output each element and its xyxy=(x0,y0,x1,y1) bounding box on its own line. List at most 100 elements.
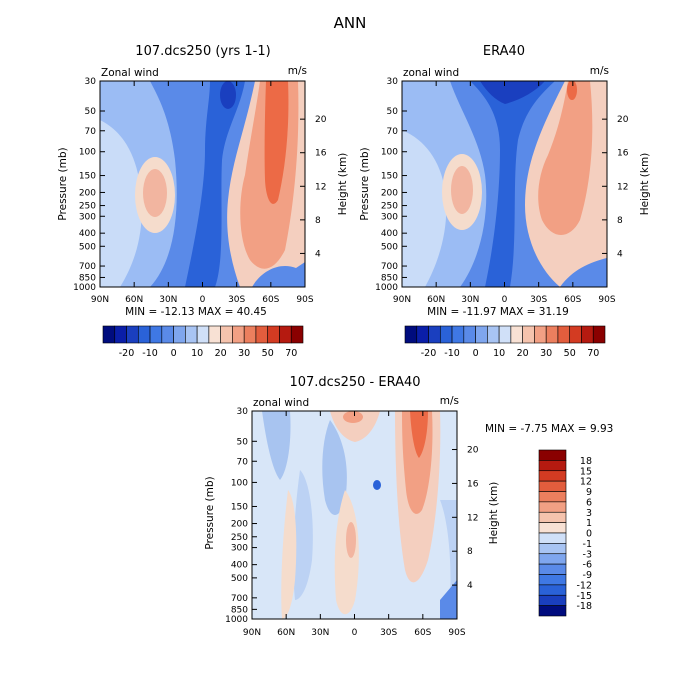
colorbar-swatch xyxy=(290,325,304,344)
colorbar-swatch xyxy=(267,325,280,344)
colorbar-swatch xyxy=(173,325,186,344)
band-surface-south xyxy=(560,258,607,287)
xtick-label: 90N xyxy=(243,628,261,638)
colorbar-label: 0 xyxy=(473,348,479,359)
panel-obs-ylabel: Pressure (mb) xyxy=(359,147,371,220)
colorbar-label: 0 xyxy=(171,348,177,359)
ptick-label: 70 xyxy=(85,127,97,137)
easterly-core xyxy=(220,81,236,109)
htick-label: 16 xyxy=(617,149,629,159)
band-pale-north xyxy=(402,130,447,287)
panel-diff-variable: zonal wind xyxy=(253,397,309,409)
ptick-label: 200 xyxy=(231,520,248,530)
htick-label: 20 xyxy=(315,115,327,125)
panel-obs: ERA40 zonal wind m/s 90N 60N 30N 0 30S 60S 90S… xyxy=(359,44,651,359)
colorbar-label: 1 xyxy=(586,518,592,529)
ptick-label: 250 xyxy=(231,533,248,543)
jet-south-core xyxy=(567,81,577,100)
colorbar-swatch xyxy=(498,325,512,344)
xtick-label: 60S xyxy=(414,628,431,638)
htick-label: 12 xyxy=(315,182,326,192)
ptick-label: 400 xyxy=(381,229,398,239)
colorbar-swatch xyxy=(416,325,429,344)
xtick-label: 90S xyxy=(296,295,313,305)
panel-model-ylabel-right: Height (km) xyxy=(337,153,349,216)
colorbar-label: -6 xyxy=(583,560,592,571)
htick-label: 4 xyxy=(315,249,321,259)
colorbar-label: 30 xyxy=(540,348,552,359)
colorbar-swatch xyxy=(185,325,198,344)
panel-obs-ylabel-right: Height (km) xyxy=(639,153,651,216)
colorbar-label: 15 xyxy=(580,466,592,477)
colorbar-label: 30 xyxy=(238,348,250,359)
colorbar-swatch xyxy=(463,325,476,344)
colorbar-swatch xyxy=(451,325,465,344)
colorbar-label: 50 xyxy=(262,348,274,359)
band-warm-strat-core xyxy=(343,411,363,423)
band-warm-strat xyxy=(330,411,380,442)
band-surface-south xyxy=(440,580,457,619)
panel-model-variable: Zonal wind xyxy=(101,67,159,79)
colorbar-label: 70 xyxy=(285,348,297,359)
colorbar-swatch xyxy=(592,325,606,344)
ptick-label: 50 xyxy=(387,107,399,117)
main-title: ANN xyxy=(334,14,367,32)
ptick-label: 30 xyxy=(85,77,97,87)
panel-model-minmax: MIN = -12.13 MAX = 40.45 xyxy=(125,306,267,318)
xtick-label: 90N xyxy=(393,295,411,305)
colorbar-label: -3 xyxy=(583,549,592,560)
panel-model-units: m/s xyxy=(288,65,307,77)
ptick-label: 700 xyxy=(381,262,398,272)
ptick-label: 500 xyxy=(381,242,398,252)
htick-label: 12 xyxy=(467,513,478,523)
ptick-label: 100 xyxy=(79,148,96,158)
ptick-label: 300 xyxy=(381,212,398,222)
tropical-core xyxy=(185,81,245,287)
colorbar-swatch xyxy=(538,553,567,565)
ptick-label: 250 xyxy=(79,202,96,212)
xtick-label: 30S xyxy=(380,628,397,638)
panel-diff-ylabel: Pressure (mb) xyxy=(204,476,216,549)
colorbar-swatch xyxy=(126,325,139,344)
ptick-label: 50 xyxy=(237,437,249,447)
panel-obs-minmax: MIN = -11.97 MAX = 31.19 xyxy=(427,306,569,318)
panel-obs-colorbar: -20 -10 0 10 20 30 50 70 xyxy=(404,325,606,359)
ptick-label: 700 xyxy=(79,262,96,272)
band-blue-south xyxy=(440,500,457,600)
colorbar-swatch xyxy=(279,325,292,344)
ptick-label: 30 xyxy=(237,407,249,417)
jet-north-inner xyxy=(143,169,167,217)
colorbar-label: -12 xyxy=(576,580,592,591)
band-surface-south xyxy=(252,262,305,287)
colorbar-swatch xyxy=(161,325,174,344)
ptick-label: 150 xyxy=(231,502,248,512)
colorbar-swatch xyxy=(538,563,567,575)
colorbar-label: 20 xyxy=(517,348,529,359)
colorbar-swatch xyxy=(538,501,567,513)
band-pale-north xyxy=(100,120,142,287)
colorbar-swatch xyxy=(208,325,221,344)
colorbar-swatch xyxy=(510,325,523,344)
panel-obs-xticks: 90N 60N 30N 0 30S 60S 90S xyxy=(393,81,616,305)
band-warm-trop-north xyxy=(281,490,297,619)
colorbar-swatch xyxy=(538,470,567,482)
panel-diff-minmax: MIN = -7.75 MAX = 9.93 xyxy=(485,423,613,435)
ptick-label: 1000 xyxy=(73,283,96,293)
colorbar-swatch xyxy=(137,325,151,344)
colorbar-swatch xyxy=(522,325,535,344)
ptick-label: 250 xyxy=(381,202,398,212)
colorbar-swatch xyxy=(102,325,116,344)
ptick-label: 150 xyxy=(381,172,398,182)
panel-diff-xticks: 90N 60N 30N 0 30S 60S 90S xyxy=(243,411,466,638)
colorbar-swatch xyxy=(404,325,418,344)
colorbar-label: 10 xyxy=(191,348,203,359)
xtick-label: 0 xyxy=(200,295,206,305)
ptick-label: 850 xyxy=(79,273,96,283)
ptick-label: 30 xyxy=(387,77,399,87)
colorbar-label: 10 xyxy=(493,348,505,359)
htick-label: 8 xyxy=(467,547,473,557)
colorbar-swatch xyxy=(439,325,453,344)
colorbar-label: 0 xyxy=(586,529,592,540)
